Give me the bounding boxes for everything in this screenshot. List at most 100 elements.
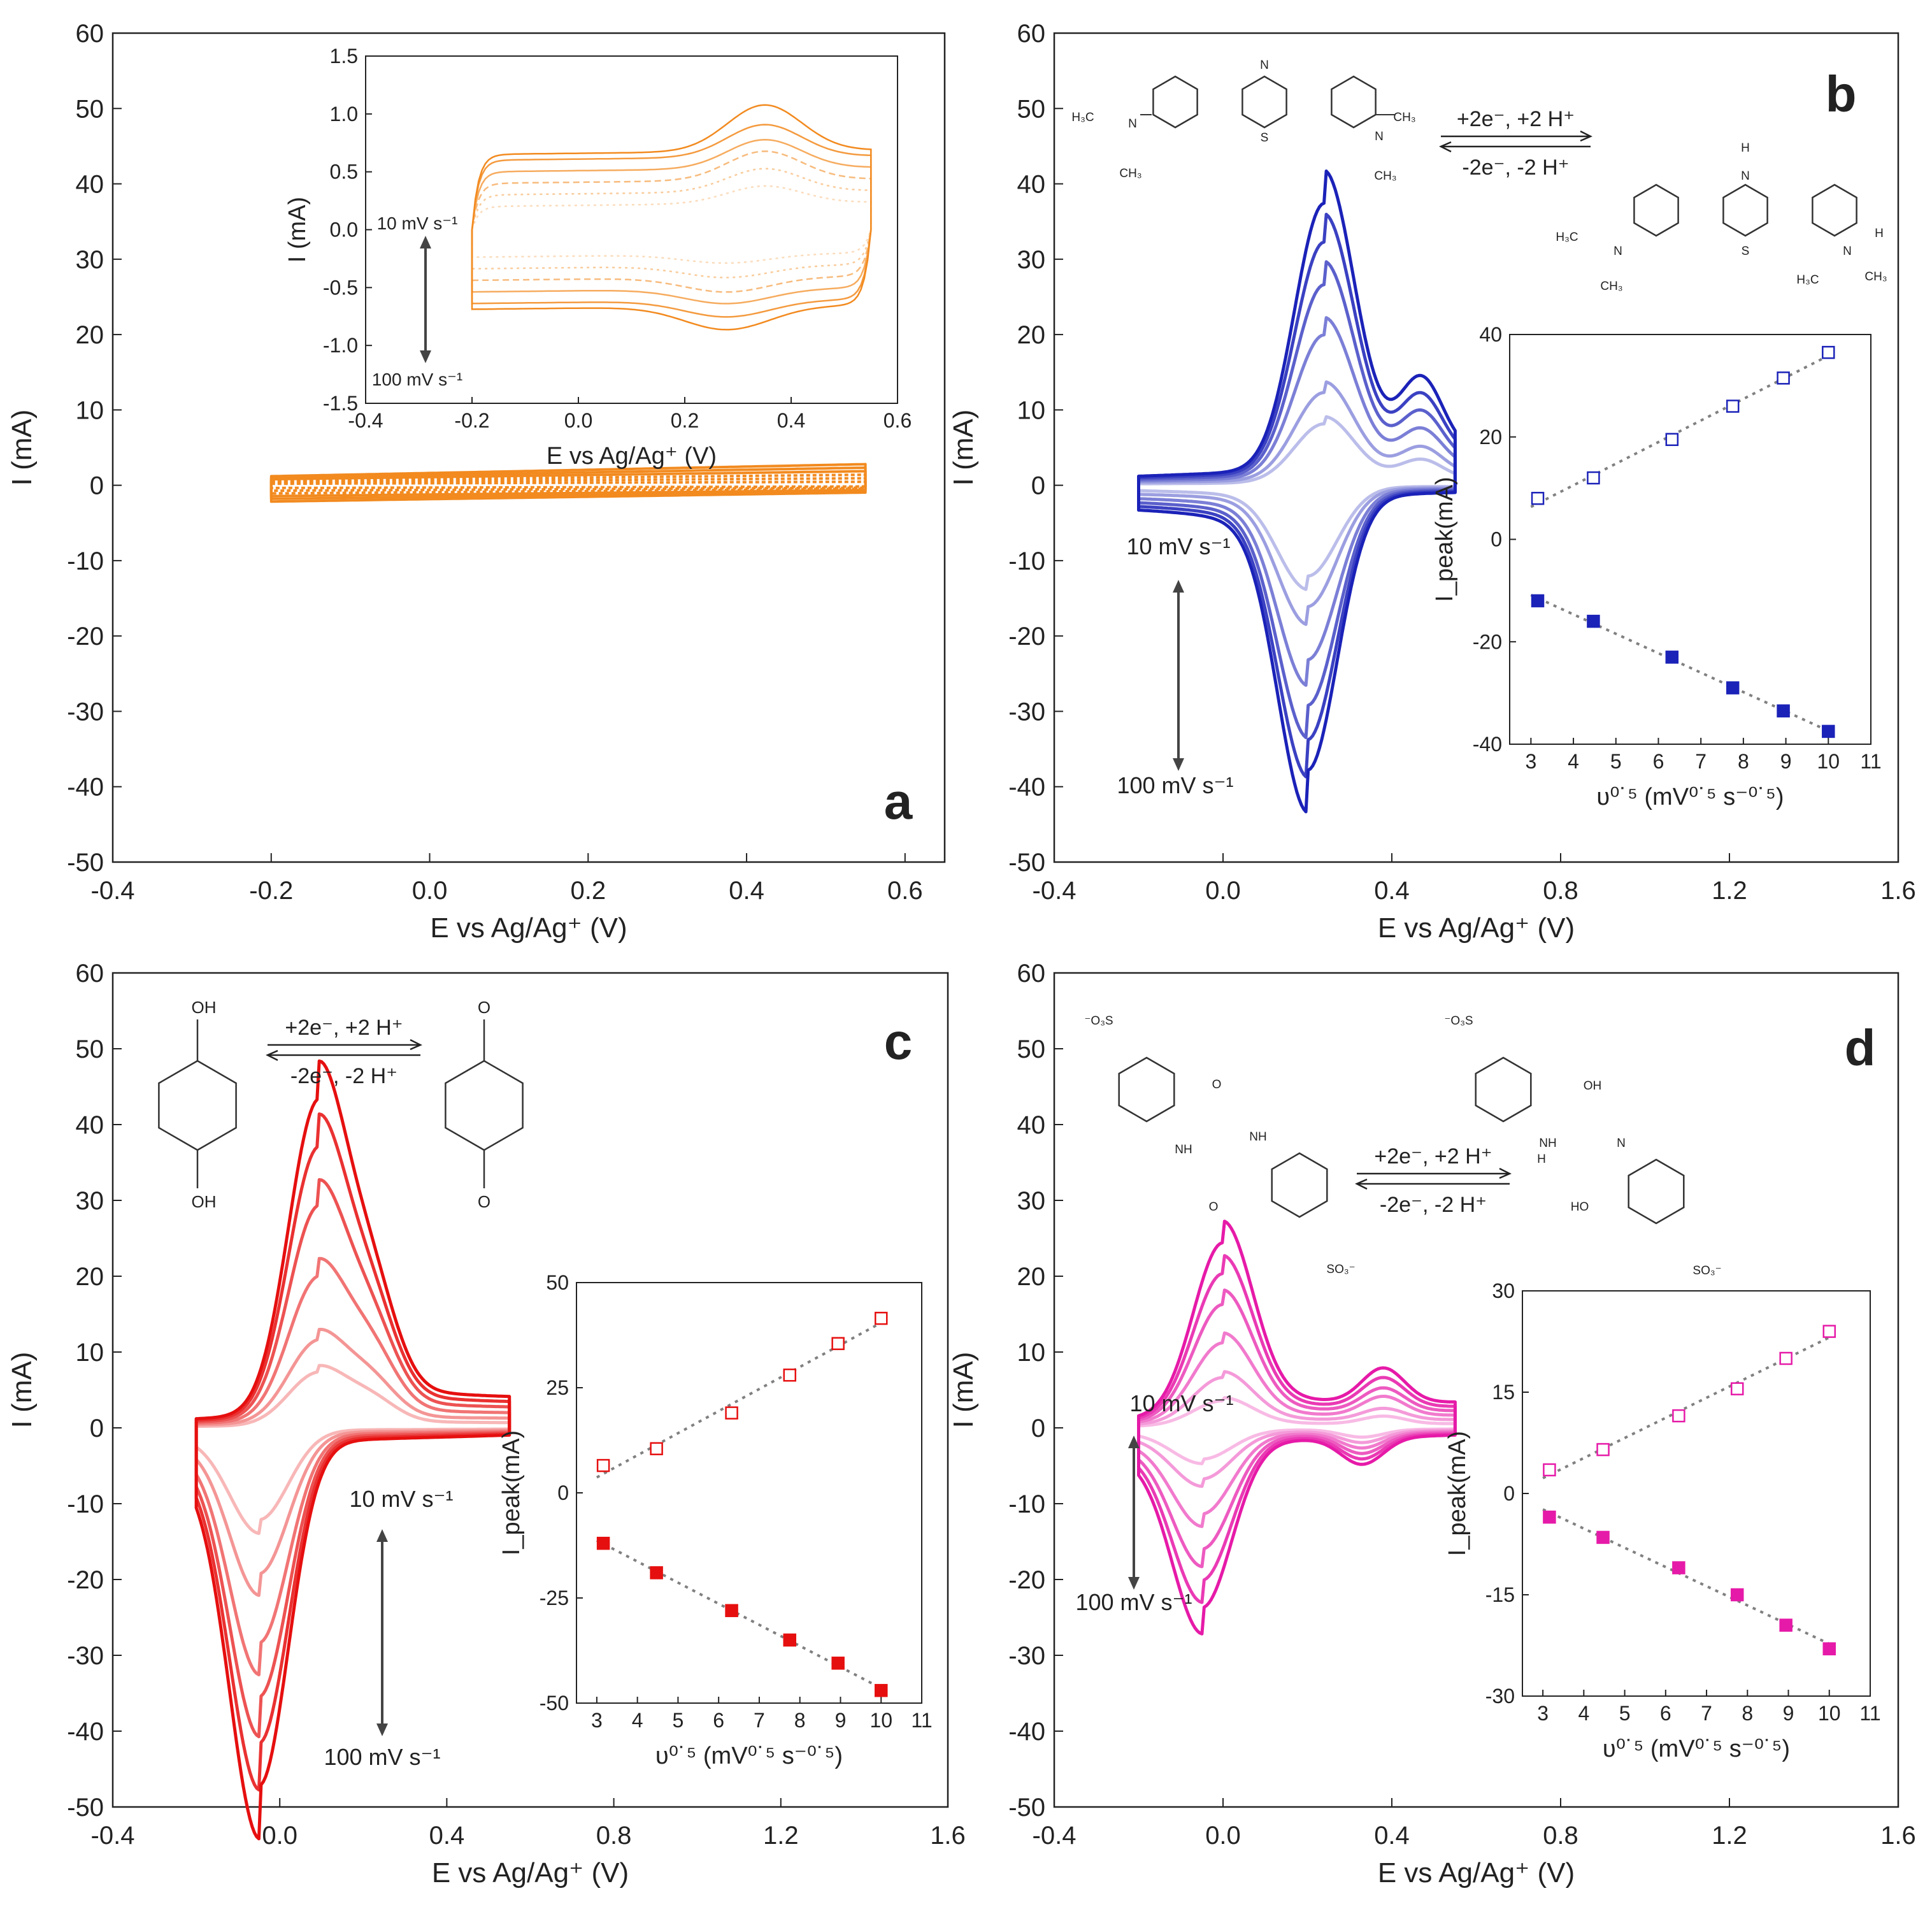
panel-c-hq-ring (158, 1060, 237, 1151)
panel-d-ytick-label: -50 (1008, 1794, 1045, 1822)
panel-a-ytick-label: 0 (90, 472, 104, 500)
panel-c-cv-60 (194, 1178, 512, 1739)
panel-b-inset-xtick-label: 8 (1738, 750, 1749, 773)
panel-c-inset-xtick-label: 10 (869, 1709, 892, 1732)
panel-c-label-10: 10 mV s⁻¹ (349, 1486, 453, 1512)
panel-c-cv-curves (194, 1059, 512, 1841)
panel-b-leuco-ring-left (1633, 183, 1679, 237)
panel-b-inset-xtick-label: 5 (1610, 750, 1622, 773)
panel-d-inset-point-cathodic (1822, 1642, 1836, 1656)
panel-b-xtick-label: 1.6 (1880, 877, 1916, 905)
panel-b-inset-point-anodic (1822, 345, 1835, 359)
panel-b-ytick-label: -50 (1008, 849, 1045, 877)
panel-a-inset-cv-100 (471, 104, 872, 331)
panel-c-inset-bg (576, 1283, 922, 1703)
panel-b-xlabel: E vs Ag/Ag⁺ (V) (1378, 912, 1575, 944)
panel-d-letter: d (1845, 1019, 1876, 1076)
panel-d-reaction-reverse-head (1355, 1178, 1368, 1190)
panel-a-inset-ytick-label: 1.0 (330, 103, 358, 126)
panel-a-cv-20 (269, 477, 867, 493)
panel-a-ytick-label: -30 (67, 698, 104, 726)
panel-a-inset-xtick-label: -0.2 (454, 409, 489, 432)
panel-c-inset-point-anodic (874, 1311, 888, 1325)
panel-b-cv-curves (1137, 169, 1457, 814)
panel-d-inset-xtick-label: 11 (1859, 1702, 1880, 1725)
panel-b-reaction-reverse-label: -2e⁻, -2 H⁺ (1462, 155, 1569, 180)
panel-d-inset-xtick-label: 6 (1660, 1702, 1671, 1725)
panel-b-inset-point-cathodic (1822, 724, 1835, 738)
panel-b-inset-point-anodic (1587, 471, 1600, 485)
panel-a-inset-ytick-label: 0.5 (330, 161, 358, 183)
panel-b-inset-point-cathodic (1665, 651, 1679, 664)
panel-d-inset-xlabel: υ⁰˙⁵ (mV⁰˙⁵ s⁻⁰˙⁵) (1603, 1736, 1790, 1762)
panel-b-inset-ytick-label: 40 (1479, 323, 1502, 346)
panel-a-ytick-label: 40 (76, 171, 104, 199)
panel-d-leuco-atom: N (1617, 1137, 1626, 1150)
panel-d-inset-point-cathodic (1543, 1510, 1556, 1524)
panel-a-ylabel: I (mA) (6, 410, 38, 486)
panel-b-ytick-label: -40 (1008, 774, 1045, 802)
panel-b-xtick-label: 0.0 (1205, 877, 1241, 905)
panel-a-xtick-label: -0.4 (91, 877, 135, 905)
panel-b-leuco-atom: S (1742, 245, 1750, 258)
panel-d-inset-point-anodic (1779, 1351, 1792, 1365)
panel-d-xtick-label: 0.8 (1543, 1822, 1578, 1850)
panel-a-inset-ytick-label: 0.0 (330, 219, 358, 241)
panel-a-inset-xtick-label: 0.6 (884, 409, 912, 432)
panel-c-cv-100 (194, 1059, 512, 1841)
panel-c-inset-point-anodic (783, 1368, 797, 1382)
panel-b-mb-atom: H₃C (1071, 111, 1094, 124)
panel-b-mb-atom: N (1375, 130, 1384, 143)
panel-c-inset-xlabel: υ⁰˙⁵ (mV⁰˙⁵ s⁻⁰˙⁵) (655, 1743, 843, 1769)
panel-c-inset-xtick-label: 4 (632, 1709, 643, 1732)
panel-b-inset: 3 4 5 6 7 8 9 10 11 40 20 0 -20 -40 υ⁰˙⁵ (mV⁰˙⁵ s⁻⁰˙⁵)… (1431, 323, 1882, 810)
panel-d-ytick-label: 0 (1031, 1414, 1045, 1443)
panel-c-inset-point-cathodic (831, 1657, 845, 1670)
panel-b-mb-ring-center (1241, 75, 1287, 129)
panel-c-inset-ytick-label: 50 (546, 1271, 569, 1294)
panel-c-inset-point-anodic (831, 1337, 845, 1350)
panel-d-rate-arrow-head-down (1128, 1577, 1140, 1590)
panel-d-ytick-label: 40 (1017, 1111, 1046, 1139)
panel-a-inset-label-100: 100 mV s⁻¹ (372, 370, 462, 389)
panel-b-ytick-label: 60 (1017, 20, 1046, 48)
panel-b-leuco-ring-right (1812, 183, 1857, 237)
panel-d-leuco-atom: HO (1571, 1200, 1589, 1214)
panel-d-ytick-label: 60 (1017, 960, 1046, 988)
panel-c-reaction-forward-head (410, 1039, 422, 1051)
panel-a-inset-ytick-label: -1.0 (323, 334, 358, 357)
panel-a: -0.4 -0.2 0.0 0.2 0.4 0.6 60 50 40 30 20 10 0 -10 -20 -… (6, 20, 946, 944)
panel-d-inset-point-anodic (1730, 1382, 1744, 1395)
panel-a-ytick-label: -10 (67, 547, 104, 575)
panel-d-xtick-label: 1.2 (1712, 1822, 1747, 1850)
panel-c-inset: 3 4 5 6 7 8 9 10 11 50 25 0 -25 -50 υ⁰˙⁵ (mV⁰˙⁵ s⁻⁰˙⁵)… (498, 1271, 933, 1769)
panel-b-inset-ytick-label: 20 (1479, 426, 1502, 449)
panel-c-inset-point-anodic (596, 1458, 610, 1472)
panel-d-rate-arrow-head-up (1128, 1436, 1140, 1448)
panel-c-ytick-label: 0 (90, 1414, 104, 1443)
panel-d-label-100: 100 mV s⁻¹ (1075, 1589, 1192, 1615)
panel-c-inset-point-anodic (650, 1442, 663, 1455)
panel-d-cv-curves (1137, 1220, 1457, 1636)
panel-c-ytick-label: 30 (76, 1187, 104, 1215)
panel-c-inset-xtick-label: 6 (713, 1709, 724, 1732)
panel-a-inset-ylabel: I (mA) (284, 197, 311, 263)
panel-a-inset-xtick-label: -0.4 (348, 409, 383, 432)
panel-a-cv-10 (269, 480, 867, 489)
panel-d-inset-xtick-label: 4 (1578, 1702, 1589, 1725)
panel-d-inset-xtick-label: 10 (1818, 1702, 1841, 1725)
panel-b-inset-xtick-label: 11 (1860, 750, 1881, 773)
panel-b-inset-point-anodic (1665, 433, 1679, 447)
panel-b-inset-xtick-label: 9 (1780, 750, 1792, 773)
panel-d-ytick-label: 30 (1017, 1187, 1046, 1215)
panel-d-inset-xtick-label: 9 (1783, 1702, 1794, 1725)
panel-a-inset-xtick-label: 0.0 (564, 409, 592, 432)
panel-d-xlabel: E vs Ag/Ag⁺ (V) (1378, 1857, 1575, 1889)
panel-c-reaction-reverse-label: -2e⁻, -2 H⁺ (290, 1064, 397, 1088)
panel-b-ytick-label: 0 (1031, 472, 1045, 500)
panel-d-inset-ytick-label: 0 (1503, 1482, 1515, 1505)
panel-b-xtick-label: 0.4 (1374, 877, 1410, 905)
panel-b-xtick-label: -0.4 (1033, 877, 1077, 905)
